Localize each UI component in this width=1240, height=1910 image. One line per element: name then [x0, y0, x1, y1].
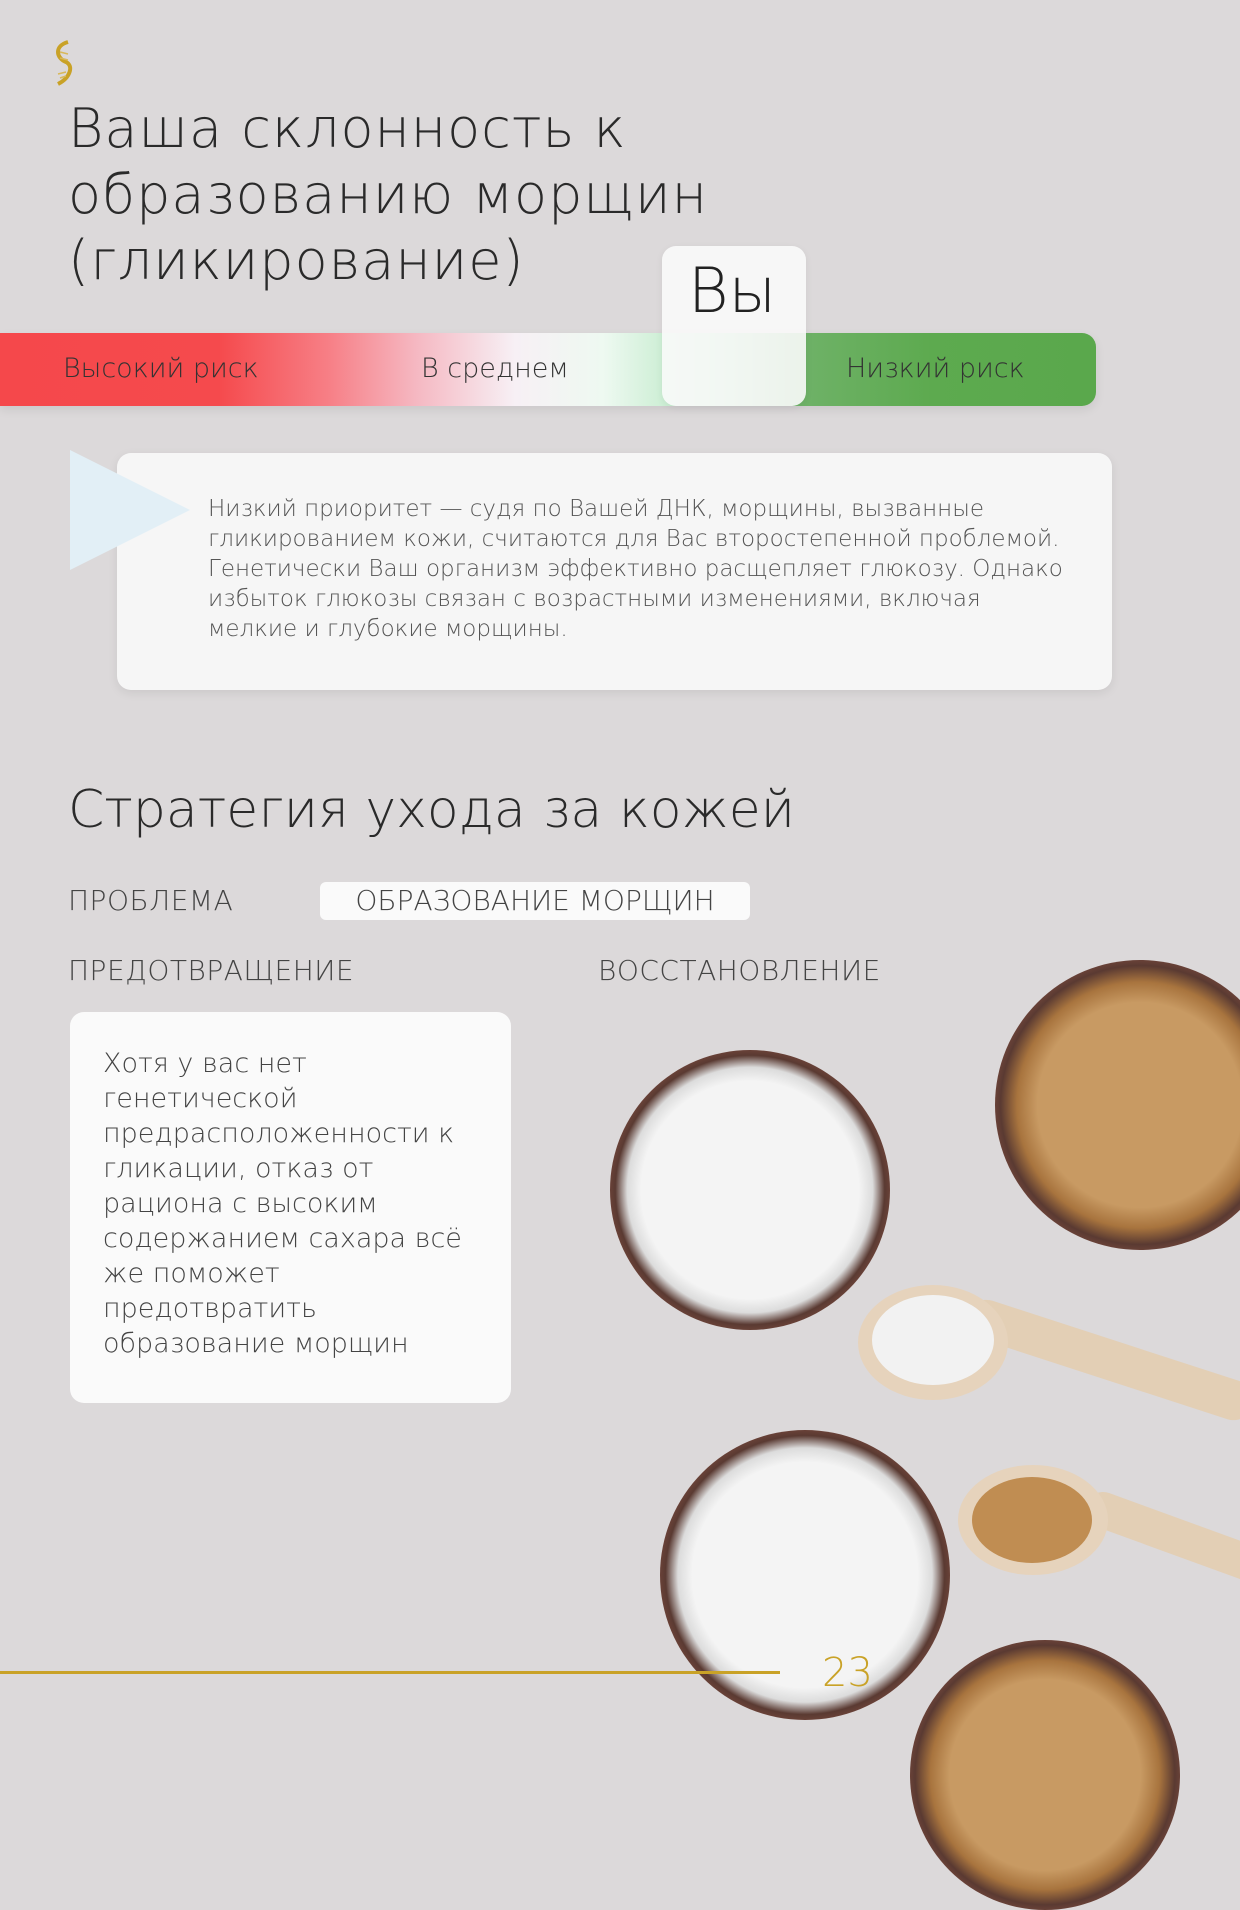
you-label: Вы — [688, 254, 777, 327]
dna-logo-icon — [56, 40, 73, 86]
recovery-label: ВОССТАНОВЛЕНИЕ — [598, 954, 881, 987]
risk-scale: Высокий риск В среднем Низкий риск — [0, 333, 1096, 406]
risk-low-label: Низкий риск — [846, 353, 1025, 384]
prevention-card: Хотя у вас нет генетической предрасполож… — [70, 1012, 511, 1403]
you-marker: Вы — [662, 246, 806, 406]
result-text: Низкий приоритет — судя по Вашей ДНК, мо… — [208, 496, 1063, 642]
prevention-text: Хотя у вас нет генетической предрасполож… — [103, 1048, 462, 1359]
result-callout: Низкий приоритет — судя по Вашей ДНК, мо… — [117, 453, 1112, 690]
page-number: 23 — [822, 1650, 873, 1696]
strategy-title: Стратегия ухода за кожей — [68, 780, 795, 840]
problem-label: ПРОБЛЕМА — [68, 884, 234, 917]
problem-value: ОБРАЗОВАНИЕ МОРЩИН — [320, 882, 750, 920]
play-triangle-icon — [70, 450, 190, 570]
prevention-label: ПРЕДОТВРАЩЕНИЕ — [68, 954, 355, 987]
risk-high-label: Высокий риск — [63, 353, 259, 384]
footer-divider — [0, 1671, 780, 1674]
page-title: Ваша склонность к образованию морщин (гл… — [68, 97, 708, 292]
risk-average-label: В среднем — [421, 353, 569, 384]
